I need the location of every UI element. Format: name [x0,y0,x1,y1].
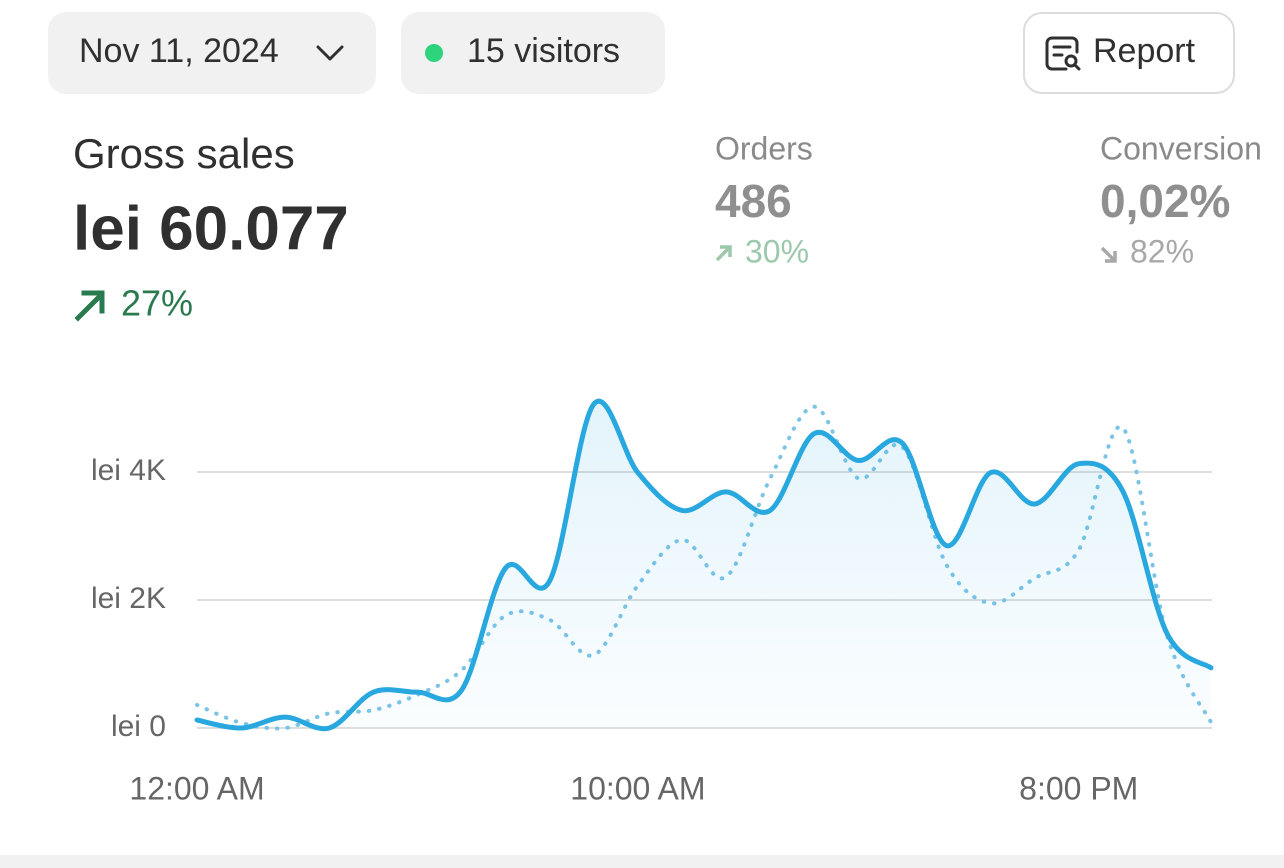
up-arrow [715,245,732,262]
report-button-bg [1023,12,1235,94]
y-tick-label: lei 4K [91,454,166,487]
report-button[interactable]: Report [1023,12,1235,94]
down-arrow [1100,246,1117,263]
visitors-label: 15 visitors [467,32,620,70]
x-tick-label: 10:00 AM [570,770,705,806]
line [194,398,1214,732]
chart: lei 0 lei 2K lei 4K 12:00 AM 10:00 AM 8:00 PM [91,398,1214,806]
metric-value: 0,02% [1100,175,1230,227]
x-tick-label: 12:00 AM [129,770,264,806]
x-tick-label: 8:00 PM [1019,770,1138,806]
up-arrow [74,290,105,322]
metric-change: 27% [121,283,193,324]
date-label: Nov 11, 2024 [79,32,279,70]
metric-change: 30% [745,233,809,269]
live-dot [425,44,443,62]
metric-label: Orders [715,130,813,166]
date-picker[interactable]: Nov 11, 2024 [48,12,376,94]
bottom-bar [0,855,1284,868]
y-tick-label: lei 0 [111,710,166,743]
metric-label: Conversion [1100,130,1262,166]
date-button-bg [48,12,376,94]
chevron-icon [316,45,344,61]
y-tick-label: lei 2K [91,582,166,615]
report-label: Report [1093,32,1196,70]
visitors-bg [401,12,665,94]
metric-value: lei 60.077 [73,194,349,263]
metric-label: Gross sales [73,130,295,177]
area [197,401,1211,729]
visitors-pill[interactable]: 15 visitors [401,12,665,94]
metric-change: 82% [1130,233,1194,269]
metric-value: 486 [715,175,792,227]
report-icon [1045,36,1081,71]
